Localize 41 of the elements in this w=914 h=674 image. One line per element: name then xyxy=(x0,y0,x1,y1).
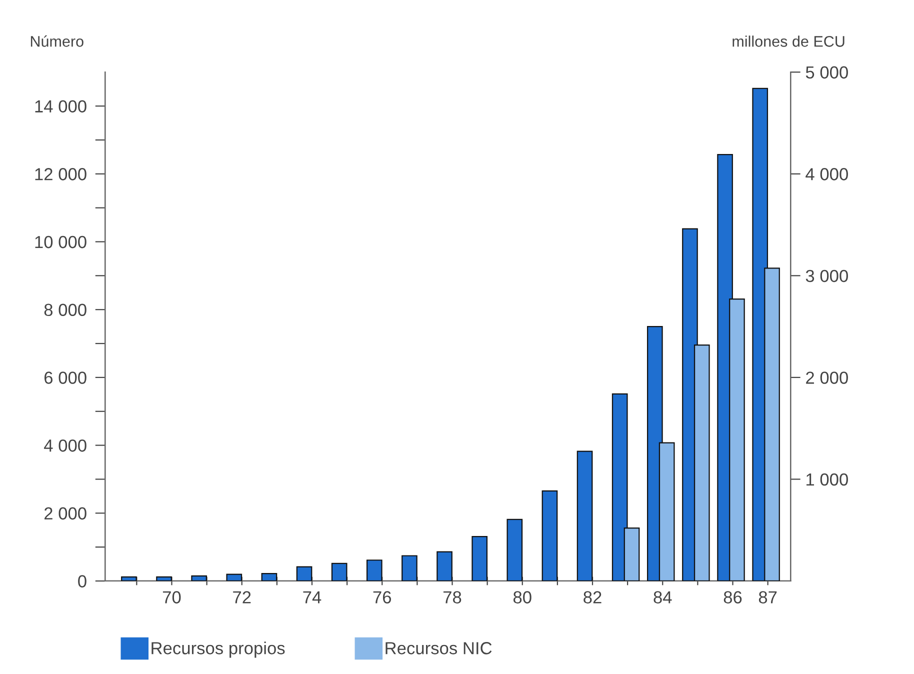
bar xyxy=(261,573,278,581)
bar xyxy=(331,562,348,581)
bar xyxy=(296,566,312,581)
bar xyxy=(191,575,207,581)
bar xyxy=(366,560,382,581)
legend-label: Recursos NIC xyxy=(386,642,492,654)
x-tick-label: 70 xyxy=(162,591,181,604)
y2-tick-label: 5 000 xyxy=(806,66,848,79)
bar xyxy=(542,490,558,581)
y2-tick-label: 2 000 xyxy=(806,372,848,384)
y-tick-label: 14 000 xyxy=(35,100,86,113)
bar xyxy=(472,536,488,581)
x-tick-label: 80 xyxy=(513,591,532,604)
x-tick-label: 74 xyxy=(303,591,322,604)
x-tick-label: 87 xyxy=(758,591,777,604)
x-tick-label: 78 xyxy=(443,591,462,604)
bar xyxy=(121,576,137,581)
x-tick-label: 84 xyxy=(654,591,672,604)
x-tick-label: 82 xyxy=(584,591,602,604)
y-axis-title: Número xyxy=(30,35,84,47)
bar xyxy=(156,576,172,581)
bar xyxy=(226,574,242,581)
y2-tick-label: 3 000 xyxy=(806,270,848,282)
y-tick-label: 4 000 xyxy=(44,439,86,452)
y-tick-label: 0 xyxy=(78,575,86,588)
y-tick-label: 12 000 xyxy=(35,168,86,180)
bar xyxy=(576,450,593,581)
y-tick-label: 8 000 xyxy=(44,304,86,316)
legend-label: Recursos propios xyxy=(152,642,285,658)
y-tick-label: 2 000 xyxy=(44,507,86,520)
x-tick-label: 86 xyxy=(724,591,742,604)
y-tick-label: 6 000 xyxy=(44,372,86,384)
y-tick-label: 10 000 xyxy=(35,236,86,248)
x-tick-label: 76 xyxy=(373,591,392,604)
y2-tick-label: 1 000 xyxy=(806,473,848,486)
y2-tick-label: 4 000 xyxy=(806,168,848,180)
x-tick-label: 72 xyxy=(233,591,251,604)
y2-axis-title: millones de ECU xyxy=(732,36,844,47)
bar xyxy=(402,555,418,581)
bar xyxy=(506,518,523,581)
bar xyxy=(436,551,452,581)
